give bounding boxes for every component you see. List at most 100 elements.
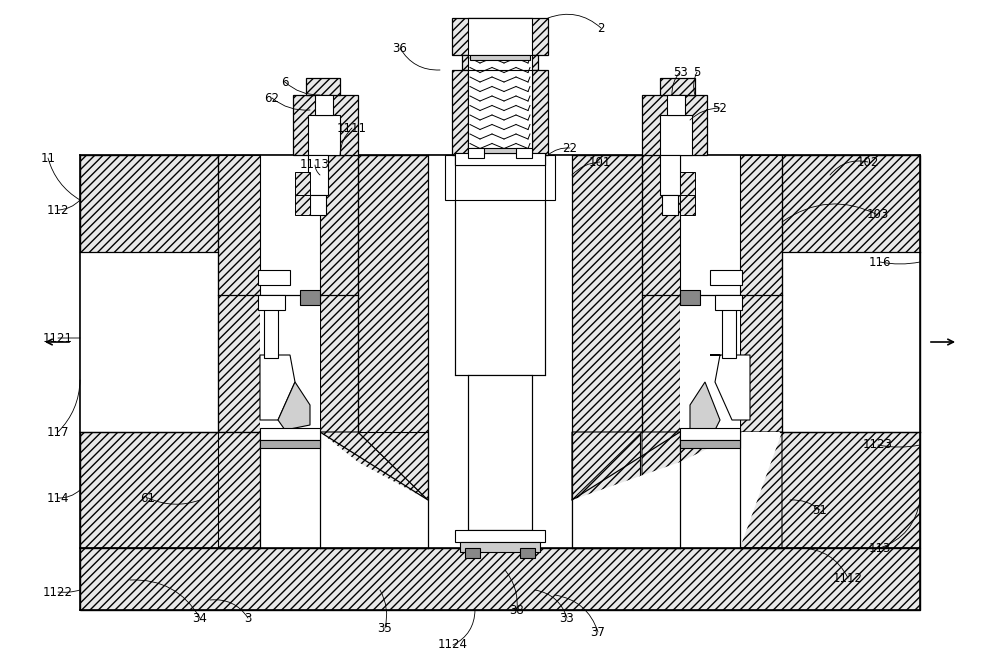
Bar [260,440,320,448]
Bar [662,195,678,215]
Bar [532,70,548,155]
Bar [308,155,328,195]
Text: 38: 38 [510,603,524,617]
Text: 113: 113 [869,541,891,555]
Bar [445,155,555,200]
Bar [468,18,532,155]
Text: 51: 51 [813,504,827,516]
Text: 36: 36 [393,42,407,54]
Polygon shape [572,432,782,548]
Text: 61: 61 [140,492,156,504]
Text: 1123: 1123 [863,438,893,451]
Bar [306,78,340,95]
Text: 53: 53 [673,65,687,79]
Bar [462,55,538,70]
Bar [680,295,740,432]
Bar [310,195,326,215]
Bar [295,195,310,215]
Bar [468,148,484,158]
Text: 52: 52 [713,102,727,114]
Text: 1121: 1121 [43,332,73,344]
Text: 1112: 1112 [833,572,863,584]
Bar [680,172,695,195]
Bar [300,290,320,305]
Bar [516,148,532,158]
Bar [320,155,358,432]
Bar [667,95,685,115]
Polygon shape [690,382,720,430]
Polygon shape [218,432,260,548]
Text: 37: 37 [591,625,605,639]
Bar [452,70,468,155]
Text: 11: 11 [40,151,56,165]
Bar [428,155,572,548]
Bar [80,252,218,432]
Bar [680,195,695,215]
Polygon shape [710,355,750,420]
Text: 1113: 1113 [300,159,330,171]
Bar [642,155,680,432]
Bar [465,548,480,558]
Bar [642,155,782,295]
Bar [258,295,285,310]
Bar [218,155,260,432]
Text: 1111: 1111 [337,122,367,134]
Bar [680,290,700,305]
Bar [660,78,695,95]
Text: 102: 102 [857,155,879,169]
Bar [520,548,535,558]
Text: 103: 103 [867,208,889,221]
Bar [468,375,532,530]
Polygon shape [572,432,640,548]
Bar [455,153,545,165]
Text: 101: 101 [589,155,611,169]
Bar [455,153,545,165]
Bar [470,148,530,153]
Text: 1124: 1124 [438,639,468,652]
Bar [660,115,692,155]
Polygon shape [320,432,428,548]
Polygon shape [358,432,428,500]
Bar [315,95,333,115]
Polygon shape [260,432,428,548]
Text: 116: 116 [869,256,891,268]
Polygon shape [260,355,295,420]
Text: 62: 62 [264,91,280,104]
Bar [260,295,320,432]
Bar [680,440,740,448]
Bar [293,95,358,155]
Text: 114: 114 [47,492,69,504]
Bar [260,428,320,440]
Bar [722,308,736,358]
Bar [455,530,545,542]
Bar [308,115,340,155]
Bar [80,548,920,610]
Polygon shape [572,432,642,500]
Text: 6: 6 [281,75,289,89]
Text: 117: 117 [47,426,69,438]
Text: 22: 22 [562,141,578,155]
Bar [452,18,548,55]
Bar [264,308,278,358]
Bar [460,542,540,552]
Text: 33: 33 [560,611,574,625]
Bar [710,270,742,285]
Text: 35: 35 [378,621,392,635]
Polygon shape [278,382,310,430]
Bar [642,95,707,155]
Text: 5: 5 [693,65,701,79]
Text: 2: 2 [597,22,605,34]
Bar [660,155,680,195]
Bar [470,55,530,60]
Bar [80,155,920,548]
Text: 3: 3 [244,611,252,625]
Bar [295,172,310,195]
Bar [218,432,782,548]
Bar [740,155,782,432]
Bar [782,252,920,432]
Text: 1122: 1122 [43,586,73,598]
Bar [218,155,358,295]
Bar [258,270,290,285]
Bar [680,428,740,440]
Text: 34: 34 [193,611,207,625]
